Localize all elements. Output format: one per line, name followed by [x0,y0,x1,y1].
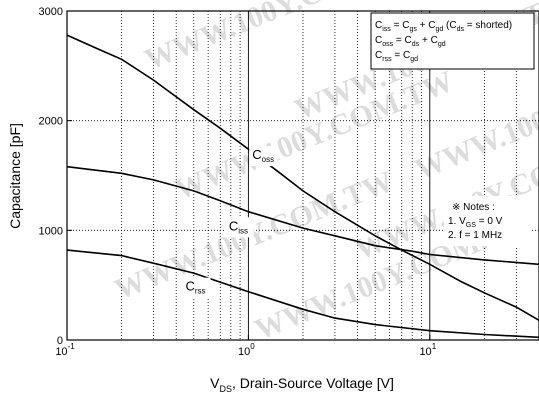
label-bg-ciss [225,217,254,238]
x-axis-title: VDS, Drain-Source Voltage [V] [210,375,394,394]
legend: Ciss​ = Cgs​ + Cgd​ (Cds​ = shorted) Coss… [370,12,535,70]
legend-line: Ciss​ = Cgs​ + Cgd​ (Cds​ = shorted) [375,20,512,33]
label-crss: Crss​ [185,279,205,296]
curve-coss [66,34,539,321]
note-line: 1. VGS​ = 0 V [448,216,503,229]
curves [66,34,539,339]
curve-ciss [66,165,539,266]
y-axis-title: Capacitance [pF] [7,123,23,229]
label-bg-coss [249,146,278,167]
y-tick-label: 3000 [39,6,63,18]
plot-frame [66,10,539,341]
notes-bg [444,196,530,246]
x-tick-label: 10-1 [55,342,75,358]
y-tick-label: 1000 [39,225,63,237]
axis-ticks: 0 1000 2000 3000 10-1 100 101 [39,6,437,358]
y-tick-label: 0 [57,335,63,347]
note-line: 2. f = 1 MHz [448,230,502,241]
curve-crss [66,249,539,339]
note-line: ※ Notes : [452,202,495,213]
legend-box [370,12,535,70]
curve-labels: Coss​ Ciss​ Crss​ [182,146,278,298]
label-coss: Coss​ [252,147,274,164]
x-tick-label: 100 [238,342,255,358]
y-tick-label: 2000 [39,116,63,128]
notes: ※ Notes : 1. VGS​ = 0 V2. f = 1 MHz [444,196,530,246]
label-bg-crss [182,277,211,298]
x-tick-label: 101 [419,342,436,358]
legend-line: Crss​ = Cgd​ [375,50,418,63]
label-ciss: Ciss​ [229,218,248,235]
legend-line: Coss​ = Cds​ + Cgd​ [375,35,446,48]
